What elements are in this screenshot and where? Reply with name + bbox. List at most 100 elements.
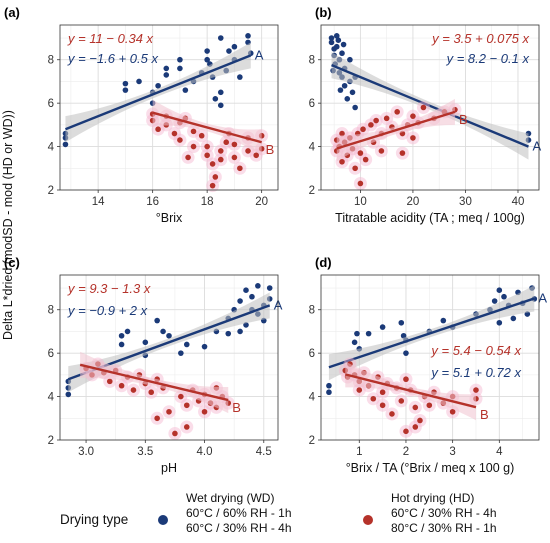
data-point xyxy=(62,141,69,148)
data-point xyxy=(106,378,113,385)
data-point xyxy=(148,389,155,396)
data-point xyxy=(412,404,419,411)
data-point xyxy=(185,154,191,161)
data-point xyxy=(122,80,129,87)
data-point xyxy=(412,424,419,430)
data-point xyxy=(360,126,366,133)
legend-marker-wd xyxy=(158,515,168,525)
group-label: B xyxy=(480,407,489,422)
data-point xyxy=(403,376,409,383)
regression-line xyxy=(336,110,456,150)
data-point xyxy=(209,182,216,189)
data-point xyxy=(417,417,423,424)
data-point xyxy=(204,143,210,150)
data-point xyxy=(231,154,238,161)
legend: Drying type Wet drying (WD) 60°C / 60% R… xyxy=(60,491,497,535)
legend-label-hd: Hot drying (HD) xyxy=(391,491,474,505)
data-point xyxy=(440,317,447,324)
regression-line xyxy=(65,54,252,131)
x-tick-label: 14 xyxy=(92,196,105,208)
panel-1: Ay = −1.6 + 0.5 x By = 11 − 0.34 x 14 16 18 2… xyxy=(4,5,279,225)
legend-line-wd-2: 60°C / 30% RH - 4h xyxy=(186,521,292,535)
regression-equation: y = 11 − 0.34 x xyxy=(67,31,154,46)
regression-line xyxy=(331,64,529,148)
data-point xyxy=(136,78,142,85)
regression-equation: y = 9.3 − 1.3 x xyxy=(67,281,151,296)
data-point xyxy=(378,148,385,154)
data-point xyxy=(209,161,216,167)
data-point xyxy=(383,115,390,122)
plot-border xyxy=(59,24,279,191)
data-point xyxy=(166,408,172,415)
data-point xyxy=(142,339,149,346)
x-tick-label: 3.0 xyxy=(78,446,94,458)
data-point xyxy=(266,285,273,291)
y-tick-label: 2 xyxy=(309,185,315,197)
y-tick-label: 4 xyxy=(48,142,55,154)
regression-line xyxy=(152,111,262,144)
legend-line-hd-1: 60°C / 30% RH - 4h xyxy=(391,506,497,520)
data-point xyxy=(177,56,183,63)
data-point xyxy=(122,87,129,93)
y-tick-label: 8 xyxy=(48,55,54,67)
y-tick-label: 2 xyxy=(309,435,315,447)
data-point xyxy=(333,33,340,39)
data-point xyxy=(163,65,170,72)
data-point xyxy=(237,328,243,335)
data-point xyxy=(370,395,377,402)
data-point xyxy=(340,41,347,48)
data-point xyxy=(368,122,374,128)
data-point xyxy=(326,382,332,389)
regression-line xyxy=(344,373,477,409)
legend-line-wd-1: 60°C / 60% RH - 1h xyxy=(186,506,292,520)
x-tick-label: 20 xyxy=(407,196,420,208)
panel-title: (a) xyxy=(4,5,20,20)
x-axis-label: °Brix / TA (°Brix / meq x 100 g) xyxy=(346,461,515,475)
data-point xyxy=(237,298,243,304)
panel-3: Ay = −0.9 + 2 xBy = 9.3 − 1.3 x3.0 3.5 4.0… xyxy=(4,255,283,475)
y-tick-label: 6 xyxy=(48,348,54,360)
data-point xyxy=(182,87,189,93)
data-point xyxy=(201,408,208,415)
data-point xyxy=(339,130,345,137)
panel-4: Ay = 5.1 + 0.72 x By = 5.4 − 0.54 x 1 2 3 4 2 4… xyxy=(309,255,548,475)
x-axis-label: pH xyxy=(161,461,177,475)
data-point xyxy=(178,350,184,356)
data-point xyxy=(403,350,409,356)
legend-title: Drying type xyxy=(60,512,128,527)
y-tick-label: 4 xyxy=(48,392,55,404)
data-point xyxy=(496,319,503,326)
data-point xyxy=(245,148,251,154)
y-tick-label: 6 xyxy=(309,348,315,360)
panel-2: Ay = 8.2 − 0.1 x By = 3.5 + 0.075 x 10 20 30… xyxy=(309,5,542,225)
data-point xyxy=(328,39,335,46)
data-point xyxy=(245,33,251,39)
legend-marker-hd xyxy=(363,515,373,525)
data-point xyxy=(177,65,183,72)
data-point xyxy=(426,402,433,409)
data-point xyxy=(217,35,224,41)
x-tick-label: 20 xyxy=(255,196,268,208)
data-point xyxy=(204,152,210,159)
regression-equation: y = −0.9 + 2 x xyxy=(67,303,148,318)
regression-equation: y = 5.4 − 0.54 x xyxy=(430,343,521,358)
data-point xyxy=(333,43,340,50)
x-tick-label: 10 xyxy=(354,196,367,208)
data-point xyxy=(118,382,125,389)
group-label: B xyxy=(232,400,241,415)
data-point xyxy=(217,156,224,163)
data-point xyxy=(365,330,372,337)
data-point xyxy=(65,391,72,398)
x-tick-label: 3.5 xyxy=(137,446,153,458)
data-point xyxy=(190,128,197,135)
data-point xyxy=(403,428,409,435)
data-point xyxy=(223,139,230,146)
data-point xyxy=(344,96,351,102)
data-point xyxy=(394,109,400,115)
y-tick-label: 4 xyxy=(309,392,316,404)
legend-line-hd-2: 80°C / 30% RH - 1h xyxy=(391,521,497,535)
data-point xyxy=(357,150,364,156)
y-tick-label: 2 xyxy=(48,435,54,447)
data-point xyxy=(347,56,353,63)
data-point xyxy=(341,82,348,89)
